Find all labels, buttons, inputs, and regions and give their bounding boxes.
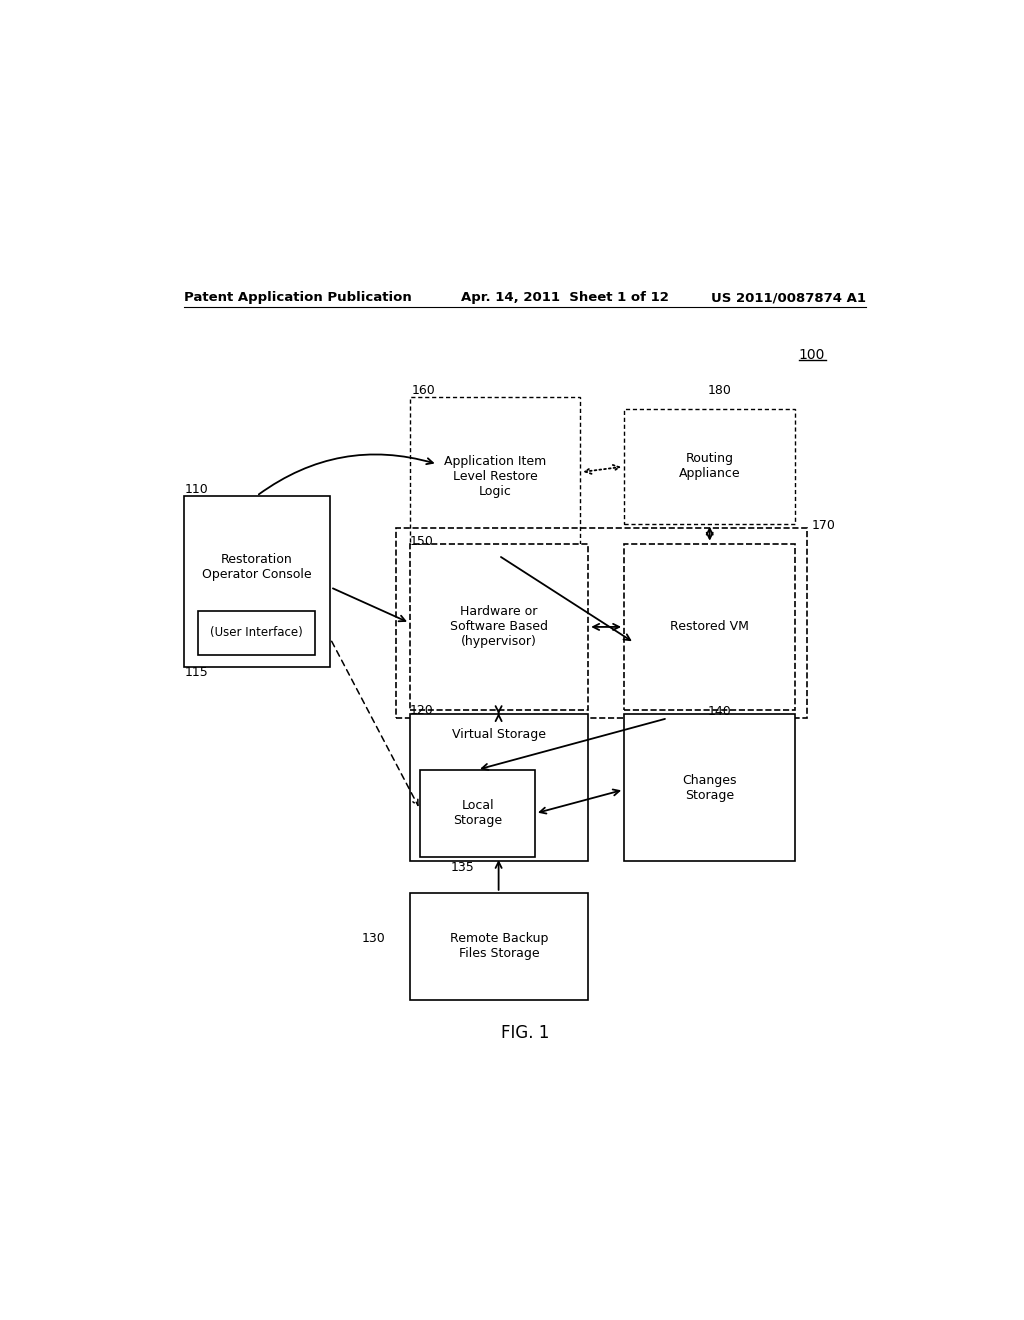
Text: 115: 115 xyxy=(185,665,209,678)
Text: 120: 120 xyxy=(410,704,433,717)
Text: Virtual Storage: Virtual Storage xyxy=(452,727,546,741)
Text: Local
Storage: Local Storage xyxy=(453,800,502,828)
FancyBboxPatch shape xyxy=(624,544,795,710)
Text: 110: 110 xyxy=(185,483,209,496)
Text: 100: 100 xyxy=(799,347,825,362)
Text: FIG. 1: FIG. 1 xyxy=(501,1024,549,1043)
Text: Application Item
Level Restore
Logic: Application Item Level Restore Logic xyxy=(444,454,546,498)
FancyBboxPatch shape xyxy=(183,496,331,667)
Text: 170: 170 xyxy=(812,519,836,532)
FancyBboxPatch shape xyxy=(410,397,581,556)
Text: US 2011/0087874 A1: US 2011/0087874 A1 xyxy=(711,292,866,304)
FancyBboxPatch shape xyxy=(410,544,588,710)
FancyBboxPatch shape xyxy=(198,611,315,655)
FancyBboxPatch shape xyxy=(410,892,588,1001)
Text: 160: 160 xyxy=(412,384,436,397)
FancyBboxPatch shape xyxy=(420,770,536,857)
Text: 180: 180 xyxy=(708,384,731,397)
Text: (User Interface): (User Interface) xyxy=(210,627,303,639)
Text: Remote Backup
Files Storage: Remote Backup Files Storage xyxy=(450,932,548,961)
Text: Restoration
Operator Console: Restoration Operator Console xyxy=(202,553,311,581)
Text: 130: 130 xyxy=(362,932,386,945)
Text: Patent Application Publication: Patent Application Publication xyxy=(183,292,412,304)
Text: Changes
Storage: Changes Storage xyxy=(682,774,736,801)
FancyBboxPatch shape xyxy=(624,409,795,524)
FancyBboxPatch shape xyxy=(624,714,795,861)
Text: 140: 140 xyxy=(708,705,731,718)
FancyBboxPatch shape xyxy=(410,714,588,861)
Text: Routing
Appliance: Routing Appliance xyxy=(679,453,740,480)
Text: 135: 135 xyxy=(451,861,474,874)
Text: 150: 150 xyxy=(410,535,433,548)
Text: Restored VM: Restored VM xyxy=(670,620,749,634)
Text: Hardware or
Software Based
(hypervisor): Hardware or Software Based (hypervisor) xyxy=(450,606,548,648)
Text: Apr. 14, 2011  Sheet 1 of 12: Apr. 14, 2011 Sheet 1 of 12 xyxy=(461,292,670,304)
